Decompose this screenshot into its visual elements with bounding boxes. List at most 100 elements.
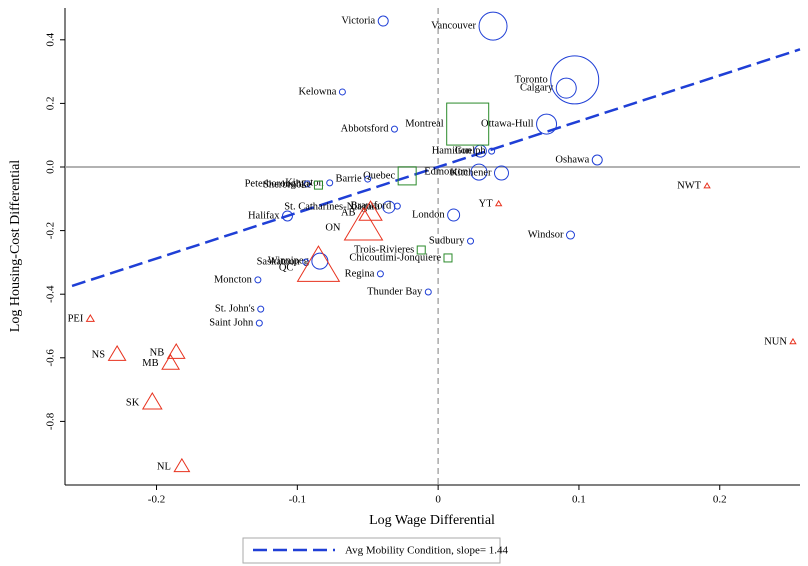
point <box>470 163 488 181</box>
point <box>254 276 262 284</box>
point-label: Ottawa-Hull <box>481 118 534 129</box>
point <box>565 230 575 240</box>
point <box>446 102 490 146</box>
point-label: Peterborough <box>245 178 302 189</box>
point-label: YT <box>479 198 494 209</box>
x-tick-label: 0.2 <box>713 494 727 506</box>
x-tick-label: 0 <box>435 494 441 506</box>
point <box>343 207 384 241</box>
x-tick-label: -0.1 <box>289 494 306 506</box>
point <box>478 11 508 41</box>
point <box>443 253 453 263</box>
point <box>376 270 384 278</box>
point <box>257 305 265 313</box>
point-label: Saskatoon <box>257 256 301 267</box>
point-label: Abbotsford <box>341 124 390 135</box>
point-label: Oshawa <box>555 154 589 165</box>
point-label: MB <box>142 358 158 369</box>
point-label: Winnipeg <box>268 256 310 267</box>
point-label: QC <box>279 263 294 274</box>
point <box>390 125 398 133</box>
point-label: AB <box>341 208 356 219</box>
point-label: Edmonton <box>424 166 468 177</box>
point <box>488 147 496 155</box>
point-label: Hamilton <box>432 146 472 157</box>
point-label: Toronto <box>515 74 548 85</box>
y-tick-label: 0.4 <box>45 32 57 46</box>
point <box>173 457 191 473</box>
point-label: Victoria <box>341 15 375 26</box>
point-label: NWT <box>677 180 701 191</box>
point <box>166 343 186 359</box>
point-label: Moncton <box>214 274 253 285</box>
y-tick-label: -0.6 <box>45 349 57 367</box>
point <box>296 245 341 282</box>
point <box>447 208 461 222</box>
x-tick-label: 0.1 <box>572 494 586 506</box>
point <box>424 288 432 296</box>
point <box>107 344 127 361</box>
point <box>311 252 329 270</box>
x-tick-label: -0.2 <box>148 494 165 506</box>
point <box>364 175 372 183</box>
point-label: Kelowna <box>298 86 336 97</box>
point-label: Trois-Rivieres <box>354 244 414 255</box>
point-label: Halifax <box>248 210 280 221</box>
point <box>493 165 509 181</box>
point <box>281 210 293 222</box>
point-label: NS <box>92 349 106 360</box>
point <box>494 199 503 207</box>
point <box>303 180 311 188</box>
point-label: Calgary <box>520 83 554 94</box>
point <box>85 314 96 322</box>
point <box>789 337 797 345</box>
point-label: Sudbury <box>429 236 465 247</box>
point <box>591 154 603 166</box>
point <box>550 55 600 105</box>
point-label: ON <box>325 222 341 233</box>
point <box>377 15 389 27</box>
point <box>358 200 383 221</box>
y-tick-label: -0.2 <box>45 222 57 239</box>
point-label: Thunder Bay <box>367 286 423 297</box>
point <box>555 77 577 99</box>
point-label: Brantford <box>350 201 392 212</box>
point-label: Sherbrooke <box>263 180 312 191</box>
y-tick-label: 0.0 <box>45 160 57 174</box>
point-label: London <box>412 209 445 220</box>
point <box>416 245 426 255</box>
point-label: Chicoutimi-Jonquiere <box>349 252 441 263</box>
point <box>393 202 401 210</box>
point-label: Guelph <box>455 146 487 157</box>
x-axis-label: Log Wage Differential <box>369 513 495 528</box>
point <box>141 391 163 410</box>
point-label: Windsor <box>528 229 564 240</box>
fit-line <box>71 48 801 288</box>
point-label: Regina <box>345 268 375 279</box>
point <box>703 182 711 189</box>
point-label: Barrie <box>335 173 362 184</box>
point-label: Kitchener <box>450 167 492 178</box>
point-label: SK <box>126 397 140 408</box>
point <box>397 166 417 186</box>
point-label: NUN <box>764 336 787 347</box>
point-label: PEI <box>68 313 84 324</box>
point <box>161 353 181 370</box>
legend-box <box>242 537 501 564</box>
point <box>313 180 323 190</box>
y-tick-label: -0.8 <box>45 412 57 430</box>
point <box>255 319 263 327</box>
y-tick-label: -0.4 <box>45 285 57 303</box>
point-label: St. John's <box>215 304 255 315</box>
point-label: NB <box>150 347 165 358</box>
point-label: Saint John <box>209 318 254 329</box>
point <box>536 113 558 135</box>
point-label: Montreal <box>405 118 444 129</box>
point <box>326 179 334 187</box>
point-label: NL <box>157 461 171 472</box>
point-label: Vancouver <box>431 21 476 32</box>
point <box>338 88 346 96</box>
point-label: St. Catharines-Niagara <box>284 201 380 212</box>
y-tick-label: 0.2 <box>45 97 57 111</box>
